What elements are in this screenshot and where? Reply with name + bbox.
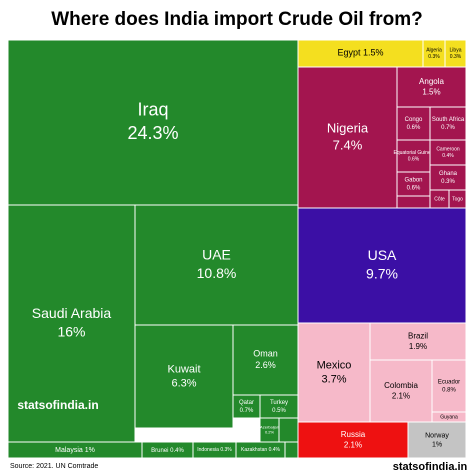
value-label: 1% [432, 441, 442, 448]
category-name: Kuwait [167, 363, 200, 375]
cell [396, 171, 431, 197]
cell [7, 39, 299, 206]
category-name: Côte [434, 196, 445, 202]
category-name: Russia [341, 430, 366, 439]
value-label: 0.6% [408, 157, 420, 163]
cell [429, 164, 467, 191]
category-name: Nigeria [327, 120, 369, 135]
category-name: Indonesia [197, 447, 219, 453]
value-label: 0.3% [450, 54, 462, 60]
value-label: 2.6% [255, 360, 276, 370]
category-name: Colombia [384, 381, 418, 390]
chart-title: Where does India import Crude Oil from? [51, 9, 423, 30]
category-name: Malaysia [55, 447, 83, 454]
filler-cell [284, 441, 299, 459]
category-name: Congo [405, 117, 423, 123]
category-name: Gabon [404, 178, 422, 184]
value-label: 1.5% [422, 87, 440, 96]
category-name: Mexico [317, 359, 352, 371]
brand: statsofindia.in [393, 461, 468, 473]
cell [297, 39, 424, 68]
category-name: Azerbaijan [260, 424, 279, 429]
value-label: 24.3% [127, 123, 178, 143]
cell-label: Indonesia 0.3% [197, 447, 232, 453]
value-label: 0.4% [170, 448, 184, 454]
category-name: Ghana [439, 171, 458, 177]
value-label: 0.3% [428, 54, 440, 60]
cell [431, 359, 467, 413]
category-name: Oman [253, 349, 278, 359]
cell [297, 322, 371, 423]
category-name: Ecuador [438, 380, 460, 386]
value-label: 0.3% [220, 447, 232, 453]
cell [369, 359, 433, 423]
value-label: 0.5% [272, 408, 286, 414]
category-name: South Africa [432, 117, 465, 123]
watermark: statsofindia.in [17, 398, 98, 412]
value-label: 7.4% [333, 137, 363, 152]
cell-label: Egypt 1.5% [337, 48, 383, 58]
category-name: USA [368, 247, 397, 263]
value-label: 0.7% [240, 408, 254, 414]
cell [235, 441, 286, 459]
filler-cell [278, 417, 299, 443]
value-label: 16% [57, 323, 85, 339]
category-name: Iraq [137, 100, 168, 120]
category-name: Angola [419, 77, 444, 86]
cell-label: Brunei 0.4% [151, 448, 184, 454]
cell [259, 394, 299, 419]
category-name: Turkey [270, 400, 288, 406]
cell [429, 106, 467, 141]
value-label: 0.3% [441, 179, 455, 185]
category-name: Qatar [239, 400, 254, 406]
treemap: Iraq 24.3% Saudi Arabia 16% UAE 10.8% Kuwait 6.… [7, 39, 467, 459]
value-label: 0.8% [442, 387, 456, 393]
cell-label: Kazakhstan 0.4% [241, 447, 280, 453]
value-label: 2.1% [344, 440, 362, 449]
cell [297, 66, 398, 209]
cell [297, 207, 467, 324]
category-name: Guyana [440, 414, 458, 420]
value-label: 0.4% [442, 153, 454, 159]
category-name: Cameroon [436, 147, 460, 153]
filler-cell [396, 195, 431, 209]
cell-label: Malaysia 1% [55, 447, 95, 454]
value-label: 0.7% [441, 125, 455, 131]
value-label: 0.6% [407, 125, 421, 131]
cell [396, 66, 467, 108]
value-label: 9.7% [366, 265, 398, 281]
cell [134, 324, 234, 429]
cell [407, 421, 467, 459]
category-name: Equatorial Guinea [393, 150, 433, 156]
value-label: 0.4% [269, 447, 281, 453]
value-label: 0.6% [407, 185, 421, 191]
category-name: Algeria [426, 48, 442, 54]
value-label: 6.3% [171, 378, 196, 390]
cell [7, 204, 136, 443]
category-name: Libya [450, 48, 462, 54]
value-label: 1.5% [363, 48, 384, 58]
source: Source: 2021. UN Comtrade [10, 463, 98, 470]
category-name: Brunei [151, 448, 168, 454]
cell [134, 204, 299, 326]
value-label: 2.1% [392, 391, 410, 400]
value-label: 0.2% [265, 430, 275, 435]
category-name: Norway [425, 432, 449, 439]
category-name: Egypt [337, 48, 361, 58]
category-name: Brazil [408, 331, 428, 340]
value-label: 3.7% [321, 374, 346, 386]
category-name: Saudi Arabia [32, 305, 112, 321]
value-label: 10.8% [197, 265, 237, 281]
value-label: 1% [85, 447, 95, 454]
cell [232, 394, 261, 419]
category-name: Togo [452, 196, 463, 202]
value-label: 1.9% [409, 342, 427, 351]
cell [369, 322, 467, 361]
category-name: UAE [202, 247, 231, 263]
cell [396, 106, 431, 141]
category-name: Kazakhstan [241, 447, 267, 453]
